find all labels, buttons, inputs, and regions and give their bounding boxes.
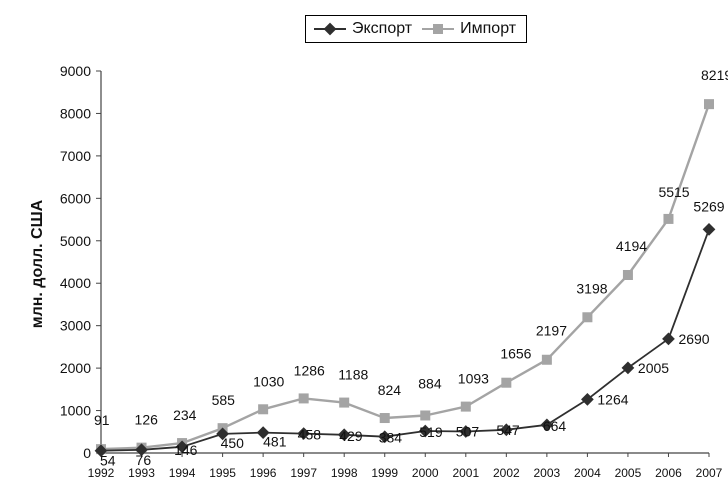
import-data-label: 824 bbox=[378, 382, 402, 398]
export-point bbox=[216, 427, 229, 441]
import-data-label: 1030 bbox=[253, 373, 284, 389]
export-data-label: 54 bbox=[100, 453, 116, 469]
y-tick-label: 7000 bbox=[60, 148, 91, 164]
y-tick-label: 2000 bbox=[60, 360, 91, 376]
export-data-label: 481 bbox=[263, 434, 287, 450]
export-data-label: 664 bbox=[543, 418, 567, 434]
import-data-label: 8219 bbox=[701, 67, 728, 83]
x-tick-label: 1993 bbox=[128, 466, 155, 480]
export-data-label: 1264 bbox=[597, 391, 628, 407]
x-tick-label: 2003 bbox=[534, 466, 561, 480]
x-tick-label: 2002 bbox=[493, 466, 520, 480]
import-data-label: 1286 bbox=[294, 362, 325, 378]
import-point bbox=[420, 410, 431, 421]
import-data-label: 4194 bbox=[616, 238, 647, 254]
x-tick-label: 1997 bbox=[290, 466, 317, 480]
export-point bbox=[297, 427, 311, 440]
import-point bbox=[704, 99, 714, 110]
x-tick-label: 1996 bbox=[250, 466, 277, 480]
export-data-label: 384 bbox=[379, 430, 403, 446]
y-tick-label: 3000 bbox=[60, 318, 91, 334]
x-tick-label: 2005 bbox=[615, 466, 642, 480]
import-point bbox=[622, 269, 633, 280]
import-data-label: 884 bbox=[418, 375, 442, 391]
export-data-label: 2005 bbox=[638, 360, 669, 376]
import-point bbox=[541, 354, 552, 365]
import-point bbox=[582, 312, 593, 323]
x-tick-label: 1992 bbox=[88, 466, 115, 480]
export-point bbox=[256, 426, 270, 439]
legend-export-label: Экспорт bbox=[352, 20, 413, 37]
export-data-label: 450 bbox=[221, 435, 245, 451]
import-point bbox=[501, 377, 512, 388]
y-tick-label: 5000 bbox=[60, 233, 91, 249]
import-point bbox=[298, 393, 309, 404]
legend-export-marker bbox=[323, 22, 337, 36]
export-data-label: 76 bbox=[136, 452, 152, 468]
export-data-label: 5269 bbox=[693, 198, 724, 214]
import-data-label: 126 bbox=[135, 412, 159, 428]
legend-export-line bbox=[314, 22, 346, 36]
x-tick-label: 1994 bbox=[169, 466, 196, 480]
x-tick-label: 1998 bbox=[331, 466, 358, 480]
import-data-label: 3198 bbox=[576, 280, 607, 296]
legend-import-line bbox=[422, 24, 455, 34]
export-data-label: 507 bbox=[456, 423, 480, 439]
export-point bbox=[175, 440, 189, 454]
import-data-label: 2197 bbox=[536, 323, 567, 339]
import-point bbox=[663, 213, 674, 224]
import-data-label: 91 bbox=[94, 412, 110, 428]
export-data-label: 547 bbox=[496, 422, 520, 438]
import-data-label: 5515 bbox=[658, 184, 689, 200]
y-tick-label: 4000 bbox=[60, 275, 91, 291]
y-axis-title: млн. долл. США bbox=[29, 199, 46, 328]
import-data-label: 585 bbox=[212, 392, 236, 408]
x-tick-label: 2004 bbox=[574, 466, 601, 480]
x-tick-label: 2001 bbox=[452, 466, 479, 480]
chart-legend: Экспорт Импорт bbox=[305, 15, 527, 43]
y-tick-label: 9000 bbox=[60, 63, 91, 79]
export-data-label: 2690 bbox=[678, 331, 709, 347]
export-series-line bbox=[100, 229, 710, 452]
import-point bbox=[379, 413, 390, 424]
import-data-label: 234 bbox=[173, 407, 197, 423]
export-data-label: 458 bbox=[298, 427, 322, 443]
import-point bbox=[460, 401, 471, 412]
x-tick-label: 2007 bbox=[696, 466, 723, 480]
x-tick-label: 1999 bbox=[371, 466, 398, 480]
export-data-label: 429 bbox=[339, 428, 363, 444]
y-tick-label: 1000 bbox=[60, 403, 91, 419]
import-data-label: 1188 bbox=[338, 367, 368, 383]
import-point bbox=[258, 404, 269, 415]
import-series-line bbox=[100, 103, 711, 451]
legend-item-import: Импорт bbox=[422, 20, 516, 38]
legend-import-marker bbox=[433, 24, 444, 34]
export-point bbox=[94, 444, 108, 458]
export-point bbox=[378, 430, 392, 444]
legend-item-export: Экспорт bbox=[314, 20, 412, 38]
y-tick-label: 6000 bbox=[60, 190, 91, 206]
legend-import-label: Импорт bbox=[460, 20, 517, 37]
import-data-label: 1093 bbox=[458, 371, 489, 387]
x-tick-label: 2000 bbox=[412, 466, 439, 480]
export-point bbox=[499, 423, 513, 437]
export-point bbox=[135, 443, 148, 457]
import-point bbox=[339, 397, 350, 408]
export-data-label: 146 bbox=[174, 442, 198, 458]
x-tick-label: 1995 bbox=[209, 466, 236, 480]
export-point bbox=[418, 424, 432, 438]
y-tick-label: 8000 bbox=[60, 105, 91, 121]
export-point bbox=[337, 428, 351, 442]
import-data-label: 1656 bbox=[500, 346, 531, 362]
export-data-label: 519 bbox=[419, 424, 443, 440]
y-tick-label: 0 bbox=[83, 445, 91, 461]
x-tick-label: 2006 bbox=[655, 466, 682, 480]
export-point bbox=[459, 425, 473, 438]
